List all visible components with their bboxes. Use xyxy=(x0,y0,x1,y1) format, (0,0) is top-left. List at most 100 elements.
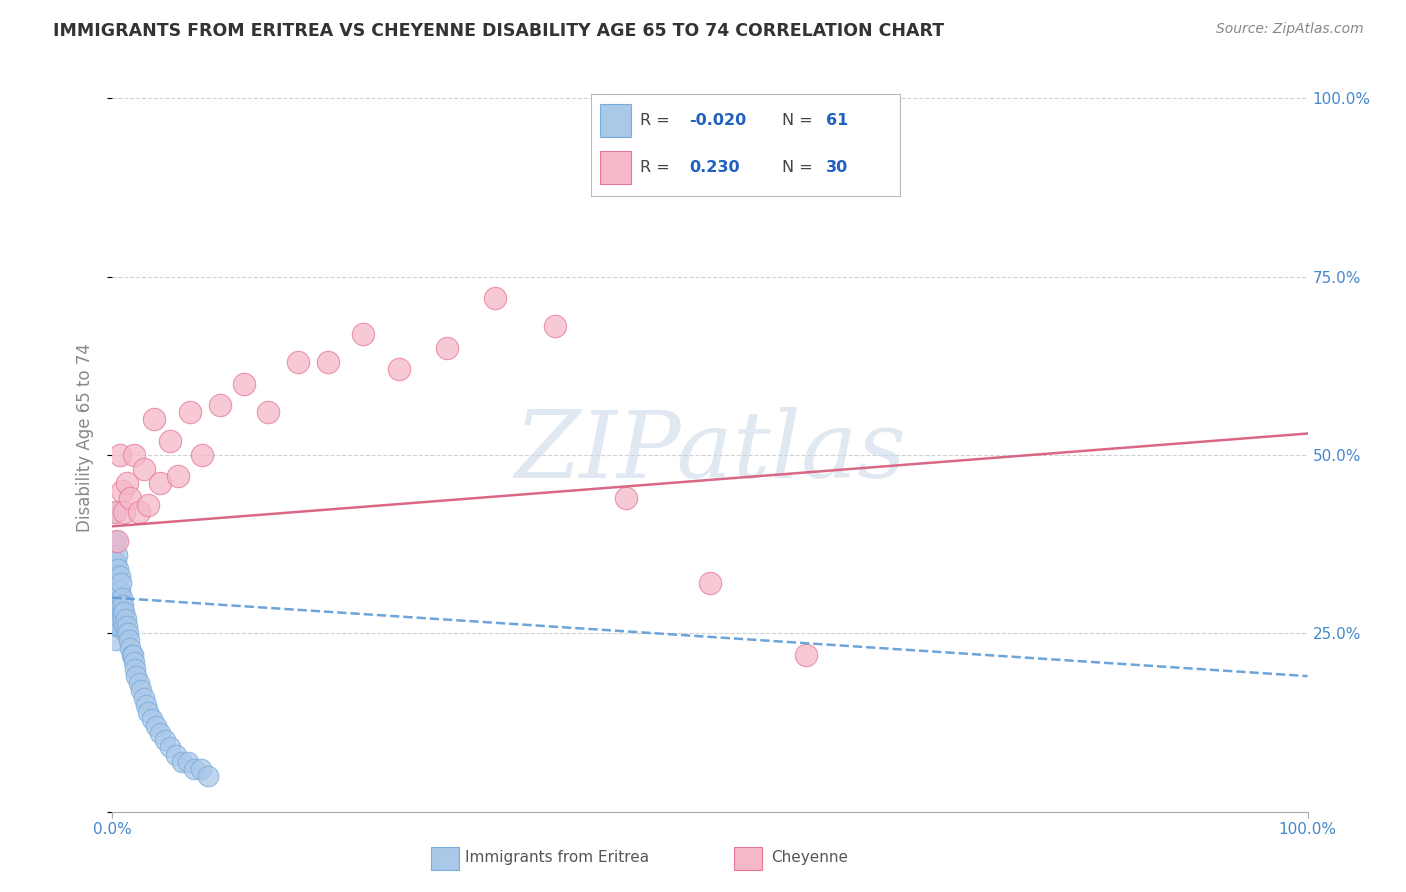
Point xyxy=(794,648,817,662)
Point xyxy=(107,619,129,633)
Point xyxy=(177,755,200,769)
Point xyxy=(115,619,138,633)
Point xyxy=(132,690,155,705)
Text: R =: R = xyxy=(640,112,669,128)
Point xyxy=(122,655,145,669)
Text: ZIPatlas: ZIPatlas xyxy=(515,407,905,497)
Point xyxy=(197,769,219,783)
Point xyxy=(167,469,190,483)
Point xyxy=(108,605,131,619)
Point xyxy=(436,341,458,355)
Point xyxy=(107,598,129,612)
Text: N =: N = xyxy=(782,112,813,128)
Text: IMMIGRANTS FROM ERITREA VS CHEYENNE DISABILITY AGE 65 TO 74 CORRELATION CHART: IMMIGRANTS FROM ERITREA VS CHEYENNE DISA… xyxy=(53,22,945,40)
Point xyxy=(699,576,721,591)
Point xyxy=(141,712,163,726)
Point xyxy=(110,612,132,626)
Point xyxy=(112,612,135,626)
Bar xyxy=(430,847,458,870)
Point xyxy=(112,598,135,612)
Point xyxy=(138,498,160,512)
Point xyxy=(114,619,135,633)
Point xyxy=(209,398,232,412)
Point xyxy=(114,612,136,626)
Point xyxy=(117,626,139,640)
Point xyxy=(104,576,127,591)
Point xyxy=(120,491,142,505)
Point xyxy=(388,362,411,376)
Point xyxy=(105,555,128,569)
Text: 61: 61 xyxy=(825,112,848,128)
Point xyxy=(104,533,127,548)
Point xyxy=(159,740,181,755)
Text: R =: R = xyxy=(640,160,669,175)
Point xyxy=(115,476,138,491)
Point xyxy=(170,755,193,769)
Text: 30: 30 xyxy=(825,160,848,175)
Point xyxy=(352,326,374,341)
Bar xyxy=(734,847,762,870)
Text: -0.020: -0.020 xyxy=(689,112,747,128)
Point xyxy=(104,505,127,519)
Point xyxy=(111,591,134,605)
Point xyxy=(138,705,160,719)
Point xyxy=(110,576,132,591)
Point xyxy=(104,555,127,569)
Text: 0.230: 0.230 xyxy=(689,160,740,175)
Point xyxy=(114,505,135,519)
Point xyxy=(110,598,132,612)
Point xyxy=(104,605,127,619)
Point xyxy=(105,605,128,619)
Point xyxy=(105,548,128,562)
Point xyxy=(105,576,128,591)
Point xyxy=(120,640,142,655)
Point xyxy=(191,448,214,462)
Point xyxy=(316,355,339,369)
Point xyxy=(124,662,146,676)
Point xyxy=(108,569,131,583)
Point xyxy=(132,462,155,476)
Point xyxy=(111,483,134,498)
Point xyxy=(105,533,128,548)
Point xyxy=(105,569,128,583)
Bar xyxy=(600,104,631,136)
Point xyxy=(129,683,152,698)
Point xyxy=(616,491,638,505)
Bar xyxy=(600,151,631,184)
Point xyxy=(105,591,128,605)
Point xyxy=(122,448,145,462)
Point xyxy=(111,605,134,619)
Point xyxy=(145,719,167,733)
Point xyxy=(108,583,131,598)
Text: Source: ZipAtlas.com: Source: ZipAtlas.com xyxy=(1216,22,1364,37)
Point xyxy=(105,605,128,619)
Point xyxy=(183,762,205,776)
Point xyxy=(108,619,131,633)
Text: Immigrants from Eritrea: Immigrants from Eritrea xyxy=(465,850,650,864)
Point xyxy=(105,591,128,605)
Point xyxy=(107,583,129,598)
Point xyxy=(543,319,565,334)
Text: N =: N = xyxy=(782,160,813,175)
Point xyxy=(149,476,172,491)
Point xyxy=(105,619,128,633)
Point xyxy=(128,676,150,690)
Point xyxy=(165,747,187,762)
Point xyxy=(153,733,176,747)
Point xyxy=(105,533,128,548)
Point xyxy=(149,726,172,740)
Point xyxy=(121,648,143,662)
Point xyxy=(128,505,150,519)
Point xyxy=(143,412,166,426)
Point xyxy=(135,698,157,712)
Point xyxy=(257,405,280,419)
Point xyxy=(179,405,201,419)
Point xyxy=(190,762,212,776)
Point xyxy=(114,605,135,619)
Point xyxy=(105,633,128,648)
Point xyxy=(287,355,309,369)
Y-axis label: Disability Age 65 to 74: Disability Age 65 to 74 xyxy=(76,343,94,532)
Point xyxy=(107,562,129,576)
Point xyxy=(121,648,143,662)
Point xyxy=(104,505,127,519)
